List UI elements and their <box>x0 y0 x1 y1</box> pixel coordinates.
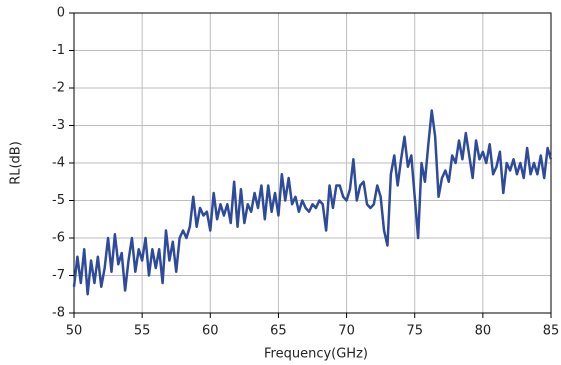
y-tick-label: -2 <box>52 81 65 96</box>
x-tick-label: 65 <box>270 324 287 339</box>
x-tick-label: 85 <box>543 324 560 339</box>
y-tick-label: -7 <box>52 268 65 283</box>
x-tick-label: 60 <box>202 324 219 339</box>
plot-frame <box>73 12 552 314</box>
y-tick-label: -6 <box>52 231 65 246</box>
y-tick-label: -1 <box>52 43 65 58</box>
x-tick-label: 75 <box>406 324 423 339</box>
x-tick-label: 80 <box>475 324 492 339</box>
y-axis-label: RL(dB) <box>9 141 24 185</box>
y-tick-label: -5 <box>52 193 65 208</box>
x-tick-label: 55 <box>134 324 151 339</box>
y-tick-label: 0 <box>57 6 65 21</box>
data-line <box>72 109 553 296</box>
x-axis-label: Frequency(GHz) <box>264 347 368 362</box>
y-tick-label: -3 <box>52 118 65 133</box>
y-tick-label: -8 <box>52 306 65 321</box>
x-tick-label: 70 <box>338 324 355 339</box>
y-tick-label: -4 <box>52 156 65 171</box>
x-tick-label: 50 <box>66 324 83 339</box>
